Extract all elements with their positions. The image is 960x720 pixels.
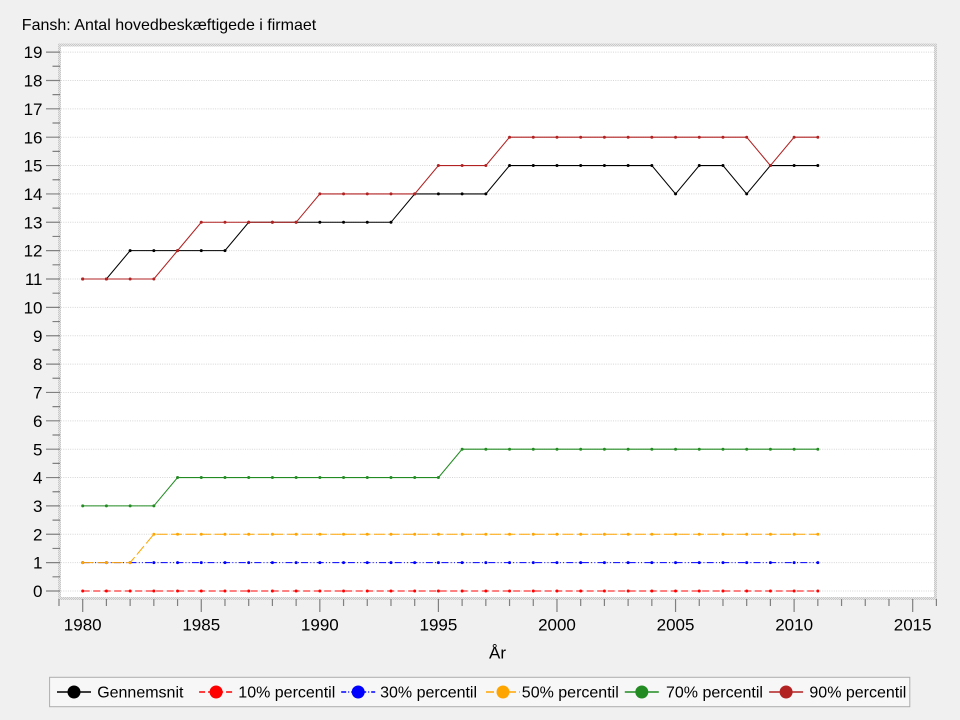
- svg-text:1980: 1980: [64, 616, 102, 635]
- svg-text:50% percentil: 50% percentil: [522, 685, 619, 702]
- svg-text:2000: 2000: [538, 616, 576, 635]
- svg-text:1: 1: [33, 554, 42, 573]
- svg-text:5: 5: [33, 440, 42, 459]
- svg-text:9: 9: [33, 327, 42, 346]
- svg-text:13: 13: [24, 213, 43, 232]
- svg-text:2010: 2010: [775, 616, 813, 635]
- svg-text:90% percentil: 90% percentil: [809, 685, 906, 702]
- svg-text:Gennemsnit: Gennemsnit: [97, 685, 184, 702]
- svg-text:16: 16: [24, 128, 43, 147]
- svg-text:2005: 2005: [657, 616, 695, 635]
- svg-text:30% percentil: 30% percentil: [380, 685, 477, 702]
- svg-text:14: 14: [24, 185, 43, 204]
- svg-text:Fansh: Antal hovedbeskæftigede: Fansh: Antal hovedbeskæftigede i firmaet: [22, 17, 317, 34]
- svg-text:15: 15: [24, 157, 43, 176]
- svg-text:1985: 1985: [182, 616, 220, 635]
- svg-text:10: 10: [24, 298, 43, 317]
- svg-text:11: 11: [25, 270, 43, 289]
- svg-text:17: 17: [24, 100, 43, 119]
- svg-text:År: År: [489, 644, 506, 663]
- svg-text:0: 0: [33, 582, 42, 601]
- svg-text:2: 2: [33, 525, 42, 544]
- svg-text:2015: 2015: [894, 616, 932, 635]
- svg-text:18: 18: [24, 72, 43, 91]
- svg-text:1995: 1995: [419, 616, 457, 635]
- svg-text:4: 4: [33, 469, 42, 488]
- svg-text:6: 6: [33, 412, 42, 431]
- svg-text:3: 3: [33, 497, 42, 516]
- svg-text:1990: 1990: [301, 616, 339, 635]
- svg-text:8: 8: [33, 355, 42, 374]
- svg-text:12: 12: [24, 242, 43, 261]
- svg-text:10% percentil: 10% percentil: [238, 685, 335, 702]
- svg-text:70% percentil: 70% percentil: [666, 685, 763, 702]
- svg-text:7: 7: [33, 384, 42, 403]
- svg-text:19: 19: [24, 43, 43, 62]
